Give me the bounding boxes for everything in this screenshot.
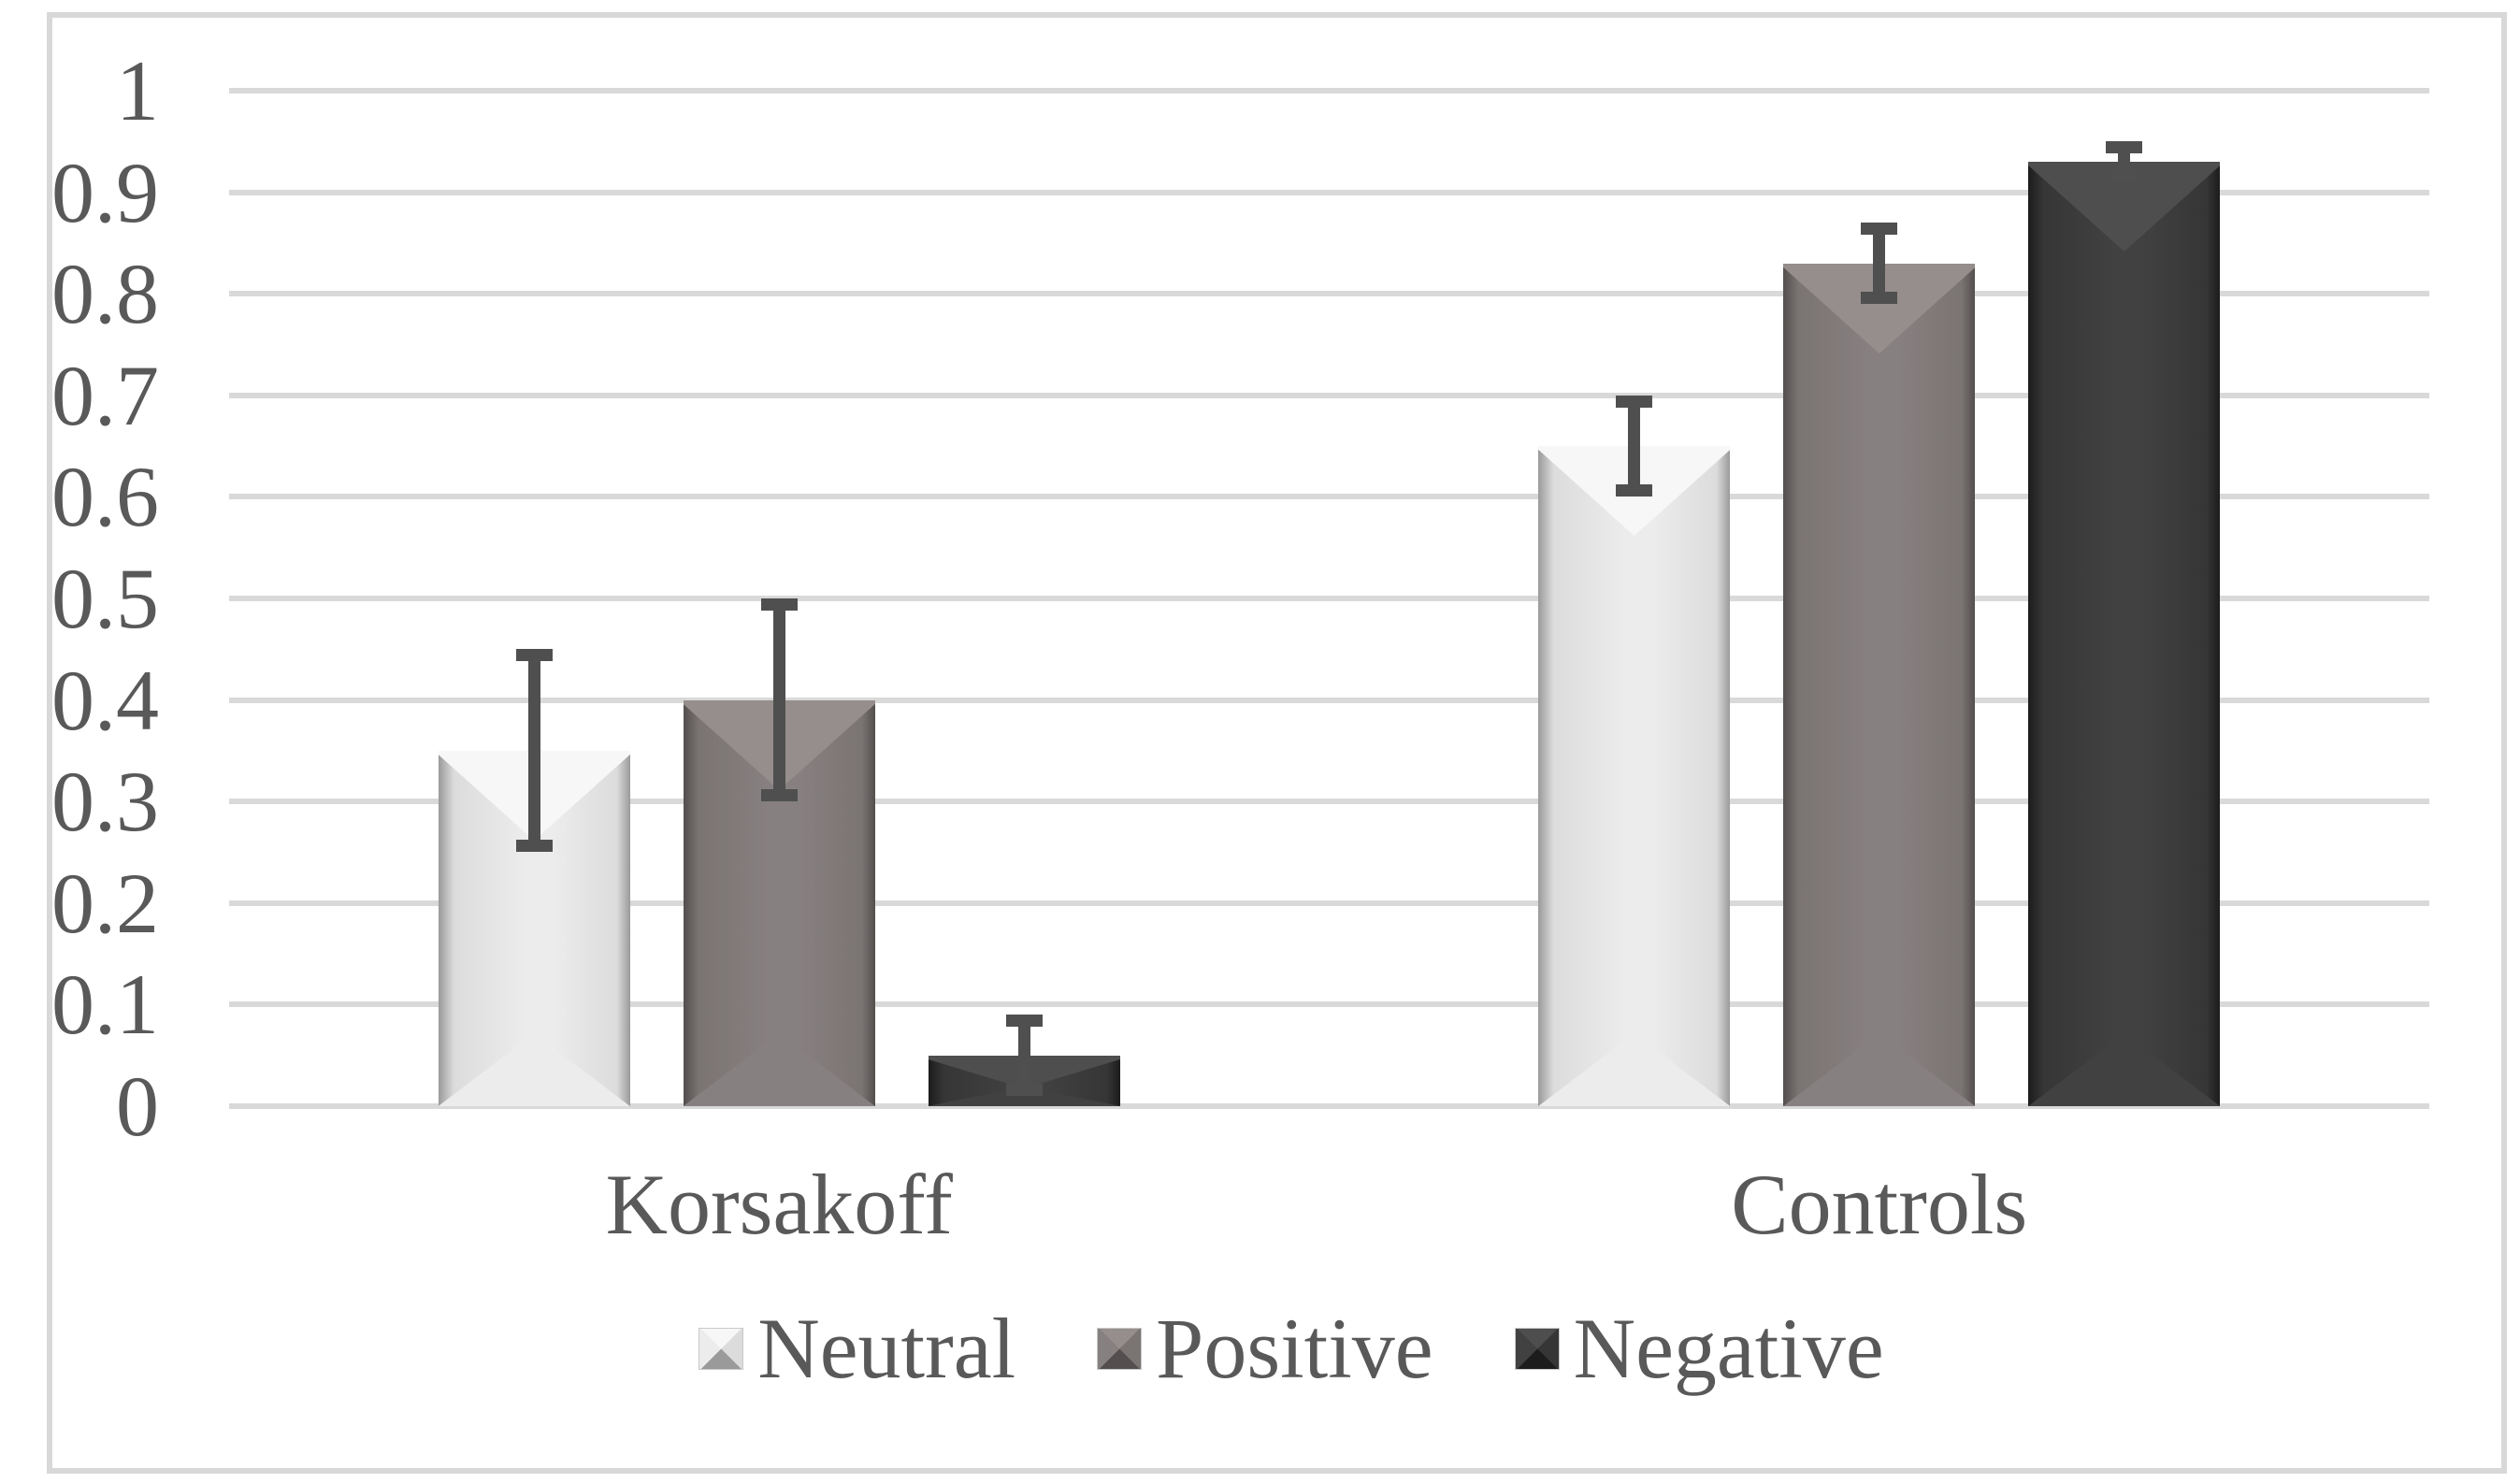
gridline-0.7 — [229, 392, 2429, 398]
y-tick-label-0.1: 0.1 — [51, 957, 159, 1053]
gridline-0.2 — [229, 900, 2429, 906]
gridline-0.6 — [229, 494, 2429, 500]
error-bar-controls-negative — [2106, 141, 2143, 183]
bar-bevel-bottom — [438, 1033, 630, 1106]
y-tick-label-0.2: 0.2 — [51, 855, 159, 951]
bar-bevel-bottom — [683, 1033, 875, 1106]
y-tick-label-0.9: 0.9 — [51, 144, 159, 240]
gridline-0.4 — [229, 697, 2429, 703]
gridline-1 — [229, 88, 2429, 94]
bar-bevel-bottom — [2028, 1033, 2221, 1106]
legend-swatch-negative-icon — [1514, 1327, 1560, 1370]
legend-item-neutral: Neutral — [698, 1301, 1016, 1396]
legend-swatch-neutral-icon — [698, 1327, 744, 1370]
legend-item-positive: Positive — [1097, 1301, 1433, 1396]
gridline-0.8 — [229, 291, 2429, 297]
y-tick-label-0.5: 0.5 — [51, 551, 159, 646]
y-tick-label-1: 1 — [116, 43, 159, 138]
bar-korsakoff-positive — [683, 700, 875, 1106]
bar-bevel-bottom — [1538, 1033, 1731, 1106]
bar-controls-neutral — [1538, 446, 1731, 1106]
legend-label-neutral: Neutral — [757, 1301, 1016, 1396]
gridline-0.1 — [229, 1001, 2429, 1008]
y-tick-label-0.8: 0.8 — [51, 246, 159, 342]
plot-area — [229, 88, 2429, 1109]
error-bar-korsakoff-neutral — [515, 649, 553, 853]
legend: Neutral Positive Negative — [32, 1305, 2520, 1391]
bar-controls-negative — [2028, 162, 2221, 1106]
y-tick-label-0.4: 0.4 — [51, 652, 159, 748]
x-label-korsakoff: Korsakoff — [605, 1157, 953, 1252]
error-bar-korsakoff-negative — [1005, 1015, 1043, 1097]
legend-item-negative: Negative — [1514, 1301, 1884, 1396]
bar-controls-positive — [1783, 264, 1976, 1106]
legend-label-positive: Positive — [1156, 1301, 1433, 1396]
bar-korsakoff-neutral — [438, 751, 630, 1106]
y-axis-tick-labels: 0 0.1 0.2 0.3 0.4 0.5 0.6 0.7 0.8 0.9 1 — [0, 48, 159, 1149]
bar-bevel-bottom — [1783, 1033, 1976, 1106]
gridline-0.5 — [229, 596, 2429, 601]
legend-label-negative: Negative — [1573, 1301, 1884, 1396]
x-label-controls: Controls — [1731, 1157, 2028, 1252]
error-bar-controls-positive — [1861, 223, 1898, 305]
y-tick-label-0.3: 0.3 — [51, 754, 159, 850]
legend-swatch-positive-icon — [1097, 1327, 1143, 1370]
y-tick-label-0.6: 0.6 — [51, 449, 159, 545]
y-tick-label-0: 0 — [116, 1058, 159, 1154]
error-bar-korsakoff-positive — [760, 598, 798, 802]
y-tick-label-0.7: 0.7 — [51, 347, 159, 443]
error-bar-controls-neutral — [1616, 395, 1653, 497]
gridline-0 — [229, 1103, 2429, 1109]
gridline-0.9 — [229, 189, 2429, 195]
gridline-0.3 — [229, 799, 2429, 805]
